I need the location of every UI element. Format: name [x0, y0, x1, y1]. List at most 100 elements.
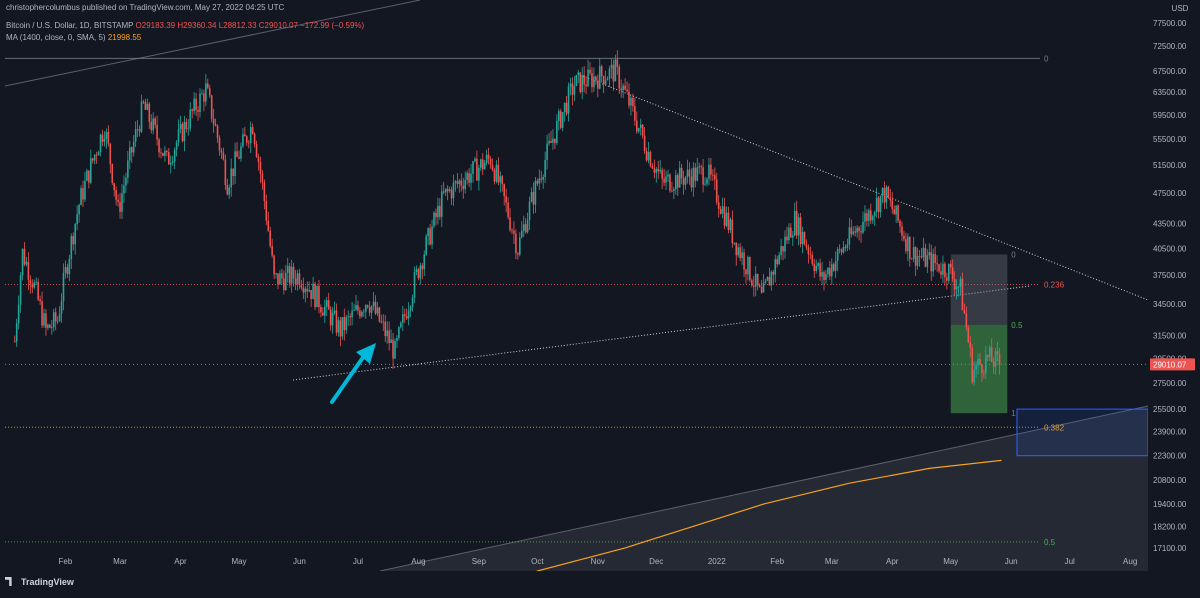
candle-body [394, 341, 396, 359]
candle-body [353, 309, 355, 311]
candle-body [51, 327, 53, 328]
candle-body [817, 263, 819, 266]
candle-body [790, 227, 792, 238]
candle-body [608, 68, 611, 79]
candle-body [776, 259, 778, 265]
candle-body [177, 129, 180, 143]
candle-body [195, 98, 197, 111]
candle-body [222, 152, 225, 160]
candle-body [829, 267, 831, 277]
candle-body [637, 127, 640, 132]
candle-body [717, 202, 720, 210]
candle-body [37, 281, 39, 300]
candle-body [452, 182, 455, 199]
fib-level-label: 0.236 [1044, 281, 1065, 290]
candle-body [31, 283, 34, 288]
candle-body [193, 98, 195, 112]
candle-body [392, 339, 394, 359]
ma-legend: MA (1400, close, 0, SMA, 5) 21998.55 [6, 33, 141, 42]
candle-body [985, 354, 987, 374]
time-axis-label: Sep [472, 557, 487, 566]
candle-body [977, 358, 979, 366]
candle-body [797, 217, 800, 236]
candle-body [103, 138, 106, 142]
candle-body [571, 83, 574, 95]
candle-body [93, 154, 96, 161]
candle-body [259, 161, 262, 174]
candle-body [45, 313, 47, 328]
candle-body [877, 197, 880, 213]
fib-box-label: 0.5 [1011, 321, 1023, 330]
candle-body [899, 220, 901, 227]
candle-body [573, 85, 576, 95]
fib-and-trendlines-layer: 0 0.236 0.382 0.5 0 0.5 1 [5, 54, 1148, 547]
candle-body [959, 278, 962, 287]
candle-body [764, 280, 767, 283]
candle-body [210, 95, 213, 119]
candle-body [86, 170, 88, 181]
candle-body [753, 285, 755, 287]
candle-body [318, 285, 320, 308]
candle-body [142, 101, 145, 103]
candle-body [277, 273, 279, 285]
fib-level-label: 0 [1044, 54, 1049, 63]
candle-body [205, 83, 207, 102]
candle-body [762, 282, 765, 293]
candle-body [107, 131, 110, 144]
candle-body [275, 273, 277, 275]
candle-body [680, 167, 683, 179]
candle-body [168, 152, 170, 165]
candle-body [696, 167, 699, 181]
candle-body [891, 200, 894, 210]
candle-body [460, 180, 463, 186]
candle-body [129, 147, 131, 161]
candle-body [409, 307, 412, 311]
candle-body [290, 266, 293, 284]
candle-body [154, 118, 156, 125]
candle-body [109, 143, 112, 165]
candle-body [620, 88, 622, 91]
candle-body [91, 158, 94, 161]
candle-body [441, 191, 443, 217]
candle-body [860, 231, 862, 233]
candle-body [546, 143, 548, 160]
candle-body [873, 211, 876, 217]
candle-body [462, 185, 465, 190]
candle-body [208, 88, 211, 96]
candle-body [807, 247, 810, 255]
candle-body [519, 237, 521, 255]
candle-body [162, 153, 164, 156]
candle-body [201, 93, 203, 95]
candle-body [132, 141, 135, 153]
candle-body [700, 166, 702, 168]
candle-body [903, 235, 905, 240]
candle-body [476, 158, 478, 181]
candle-body [840, 249, 843, 253]
candle-body [265, 200, 268, 221]
candle-body [212, 118, 215, 125]
candle-body [403, 314, 406, 317]
price-axis-label: 63500.00 [1153, 88, 1187, 97]
candle-body [597, 80, 599, 89]
candle-body [563, 102, 566, 113]
candle-body [930, 252, 933, 272]
candle-body [62, 272, 65, 302]
candle-body [68, 258, 71, 275]
candle-body [25, 261, 28, 265]
candle-body [719, 209, 722, 214]
candle-body [130, 147, 133, 153]
candle-body [374, 301, 377, 314]
candle-body [747, 257, 749, 275]
candle-body [140, 101, 143, 132]
candle-body [464, 179, 466, 190]
tradingview-logo[interactable]: TradingView [5, 577, 74, 587]
candle-body [218, 137, 221, 151]
candle-body [185, 121, 188, 130]
candle-body [567, 86, 570, 114]
candle-body [558, 111, 560, 121]
candle-body [987, 354, 989, 357]
candle-body [489, 158, 492, 165]
candle-body [54, 312, 57, 322]
